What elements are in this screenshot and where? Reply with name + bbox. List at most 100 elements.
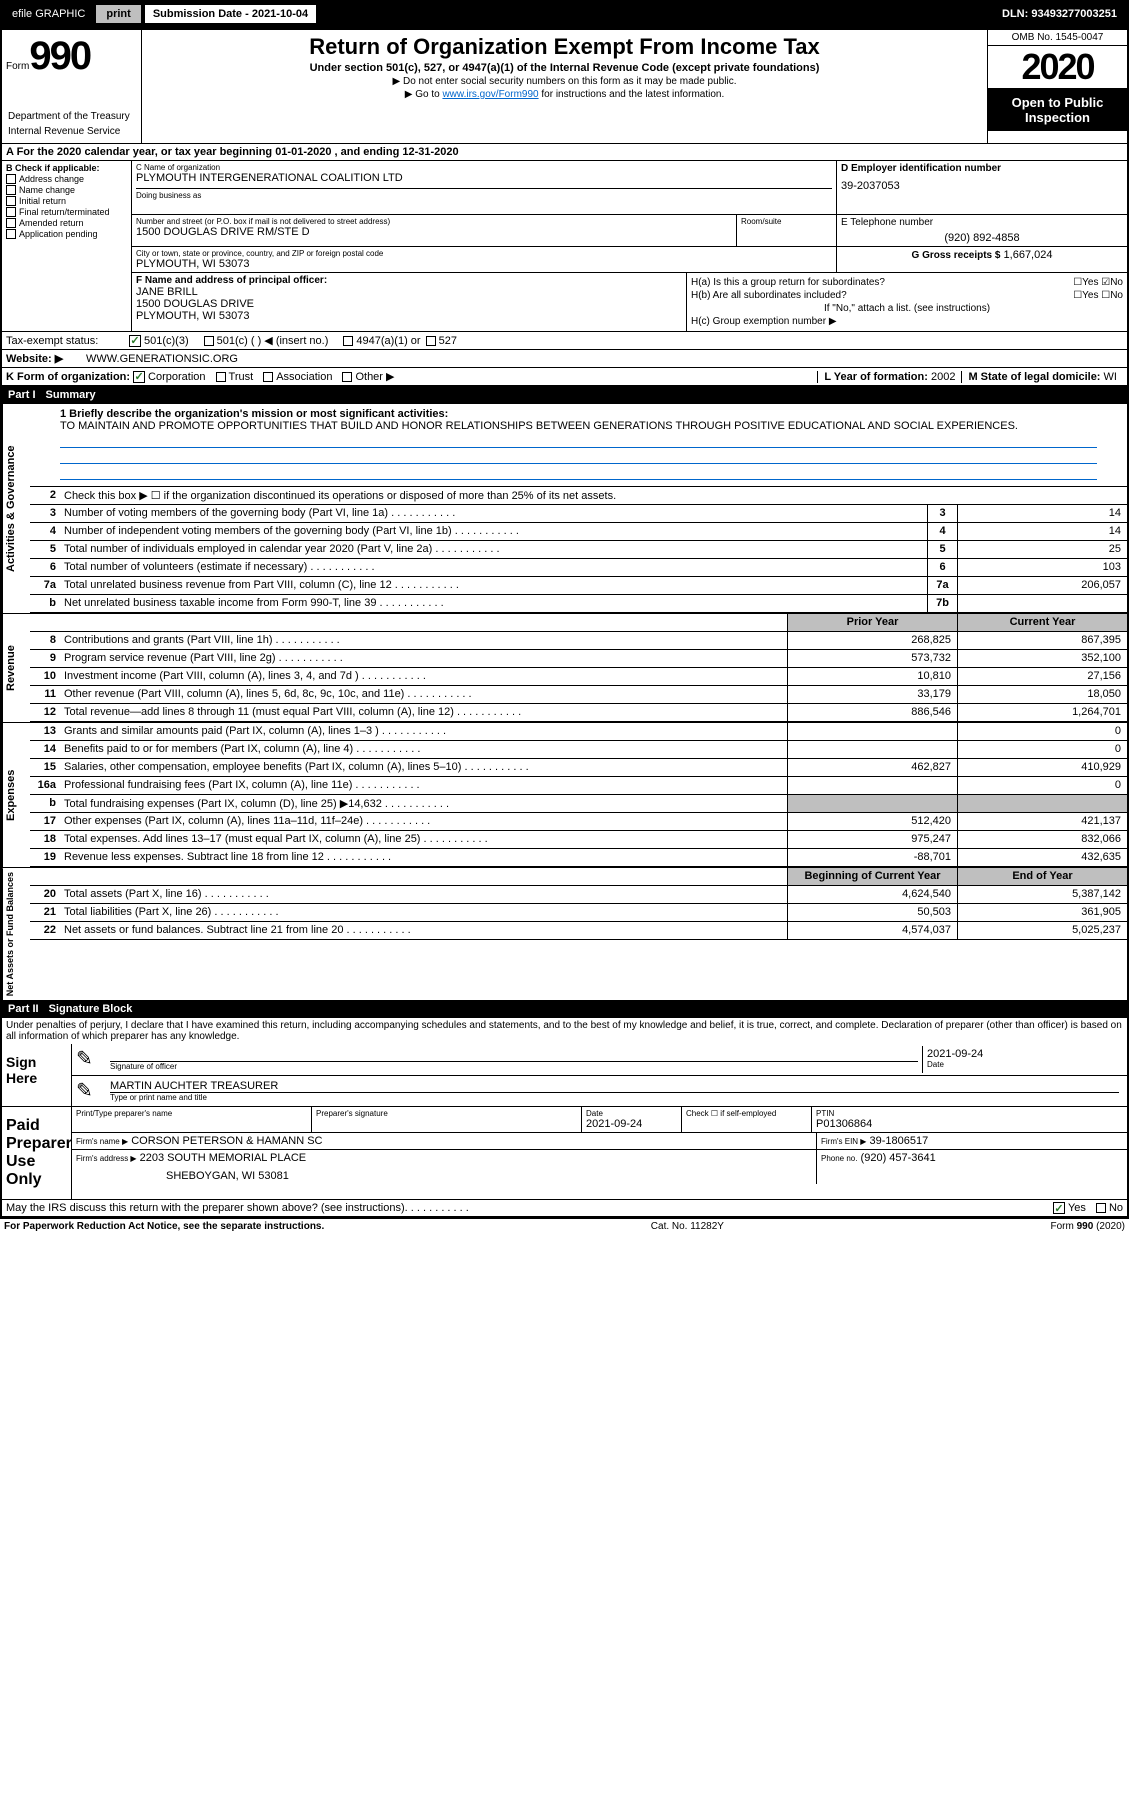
mission-text: TO MAINTAIN AND PROMOTE OPPORTUNITIES TH…	[60, 420, 1097, 432]
dept-treasury: Department of the Treasury	[6, 109, 137, 124]
form-container: Form 990 Department of the Treasury Inte…	[0, 28, 1129, 1218]
corp-checkbox[interactable]: ✓	[133, 371, 145, 383]
phone: (920) 892-4858	[841, 232, 1123, 244]
cat-no: Cat. No. 11282Y	[651, 1221, 724, 1232]
officer-name: JANE BRILL	[136, 286, 682, 298]
table-row: 20Total assets (Part X, line 16)4,624,54…	[30, 886, 1127, 904]
begin-header: Beginning of Current Year	[787, 868, 957, 885]
checkbox[interactable]	[6, 196, 16, 206]
table-row: 19Revenue less expenses. Subtract line 1…	[30, 849, 1127, 867]
table-row: 7aTotal unrelated business revenue from …	[30, 577, 1127, 595]
top-bar: efile GRAPHIC print Submission Date - 20…	[0, 0, 1129, 28]
addr-label: Number and street (or P.O. box if mail i…	[136, 217, 732, 226]
4947-checkbox[interactable]	[343, 336, 353, 346]
table-row: 8Contributions and grants (Part VIII, li…	[30, 632, 1127, 650]
colb-item: Application pending	[6, 229, 127, 239]
subtitle: Under section 501(c), 527, or 4947(a)(1)…	[152, 62, 977, 74]
ha-label: H(a) Is this a group return for subordin…	[691, 277, 885, 288]
j-label: Website: ▶	[6, 352, 86, 365]
firm-addr1: 2203 SOUTH MEMORIAL PLACE	[140, 1152, 306, 1164]
paperwork-notice: For Paperwork Reduction Act Notice, see …	[4, 1221, 324, 1232]
table-row: 16aProfessional fundraising fees (Part I…	[30, 777, 1127, 795]
city-label: City or town, state or province, country…	[136, 249, 832, 258]
checkbox[interactable]	[6, 218, 16, 228]
sig-officer-label: Signature of officer	[110, 1062, 918, 1071]
assoc-checkbox[interactable]	[263, 372, 273, 382]
table-row: 3Number of voting members of the governi…	[30, 505, 1127, 523]
colb-item: Name change	[6, 185, 127, 195]
e-label: E Telephone number	[841, 217, 1123, 228]
klm-row: K Form of organization: ✓Corporation Tru…	[2, 368, 1127, 386]
instruction-1: ▶ Do not enter social security numbers o…	[152, 76, 977, 87]
discuss-row: May the IRS discuss this return with the…	[2, 1200, 1127, 1216]
tax-year: 2020	[988, 46, 1127, 89]
section-a: A For the 2020 calendar year, or tax yea…	[2, 144, 1127, 161]
table-row: 13Grants and similar amounts paid (Part …	[30, 723, 1127, 741]
sig-date-label: Date	[927, 1060, 1119, 1069]
colb-item: Address change	[6, 174, 127, 184]
checkbox[interactable]	[6, 185, 16, 195]
footer: For Paperwork Reduction Act Notice, see …	[0, 1218, 1129, 1234]
checkbox[interactable]	[6, 207, 16, 217]
room-label: Room/suite	[741, 217, 832, 226]
table-row: 11Other revenue (Part VIII, column (A), …	[30, 686, 1127, 704]
hb-label: H(b) Are all subordinates included?	[691, 290, 847, 301]
hc-label: H(c) Group exemption number ▶	[691, 316, 837, 327]
irs-link[interactable]: www.irs.gov/Form990	[442, 89, 538, 100]
prep-date: 2021-09-24	[586, 1118, 677, 1130]
self-emp-label: Check ☐ if self-employed	[686, 1109, 807, 1118]
discuss-no[interactable]	[1096, 1203, 1106, 1213]
part1-header: Part I Summary	[2, 386, 1127, 404]
open-public: Open to Public Inspection	[988, 89, 1127, 131]
gross-receipts: 1,667,024	[1004, 249, 1053, 261]
colb-item: Amended return	[6, 218, 127, 228]
dept-irs: Internal Revenue Service	[6, 124, 137, 139]
submission-date: Submission Date - 2021-10-04	[144, 4, 317, 24]
501c-checkbox[interactable]	[204, 336, 214, 346]
street-address: 1500 DOUGLAS DRIVE RM/STE D	[136, 226, 732, 238]
table-row: 14Benefits paid to or for members (Part …	[30, 741, 1127, 759]
state-domicile: WI	[1104, 371, 1117, 383]
firm-phone: (920) 457-3641	[861, 1152, 936, 1164]
table-row: 4Number of independent voting members of…	[30, 523, 1127, 541]
ptin: P01306864	[816, 1118, 1123, 1130]
org-name: PLYMOUTH INTERGENERATIONAL COALITION LTD	[136, 172, 832, 184]
g-label: G Gross receipts $	[912, 250, 1001, 261]
firm-ein: 39-1806517	[870, 1135, 929, 1147]
trust-checkbox[interactable]	[216, 372, 226, 382]
part2-header: Part II Signature Block	[2, 1000, 1127, 1018]
firm-name: CORSON PETERSON & HAMANN SC	[131, 1135, 322, 1147]
hb-note: If "No," attach a list. (see instruction…	[691, 303, 1123, 314]
discuss-yes[interactable]: ✓	[1053, 1202, 1065, 1214]
prior-header: Prior Year	[787, 614, 957, 631]
i-label: Tax-exempt status:	[6, 335, 126, 347]
table-row: bTotal fundraising expenses (Part IX, co…	[30, 795, 1127, 813]
other-checkbox[interactable]	[342, 372, 352, 382]
table-row: 15Salaries, other compensation, employee…	[30, 759, 1127, 777]
main-title: Return of Organization Exempt From Incom…	[152, 34, 977, 60]
checkbox[interactable]	[6, 174, 16, 184]
501c3-checkbox[interactable]: ✓	[129, 335, 141, 347]
sig-date: 2021-09-24	[927, 1048, 1119, 1060]
city-state-zip: PLYMOUTH, WI 53073	[136, 258, 832, 270]
form-header: Form 990 Department of the Treasury Inte…	[2, 30, 1127, 144]
table-row: 22Net assets or fund balances. Subtract …	[30, 922, 1127, 940]
form-number: 990	[29, 34, 90, 79]
rev-side-label: Revenue	[2, 614, 30, 722]
line2: Check this box ▶ ☐ if the organization d…	[60, 487, 1127, 504]
print-button[interactable]: print	[95, 4, 141, 24]
officer-addr1: 1500 DOUGLAS DRIVE	[136, 298, 682, 310]
current-header: Current Year	[957, 614, 1127, 631]
table-row: 9Program service revenue (Part VIII, lin…	[30, 650, 1127, 668]
form-ref: Form 990 (2020)	[1051, 1221, 1125, 1232]
checkbox[interactable]	[6, 229, 16, 239]
c-label: C Name of organization	[136, 163, 832, 172]
line1-label: 1 Briefly describe the organization's mi…	[60, 408, 1097, 420]
prep-sig-label: Preparer's signature	[316, 1109, 577, 1118]
info-grid: B Check if applicable: Address changeNam…	[2, 161, 1127, 332]
d-label: D Employer identification number	[841, 163, 1123, 174]
527-checkbox[interactable]	[426, 336, 436, 346]
f-label: F Name and address of principal officer:	[136, 275, 682, 286]
table-row: 18Total expenses. Add lines 13–17 (must …	[30, 831, 1127, 849]
officer-addr2: PLYMOUTH, WI 53073	[136, 310, 682, 322]
